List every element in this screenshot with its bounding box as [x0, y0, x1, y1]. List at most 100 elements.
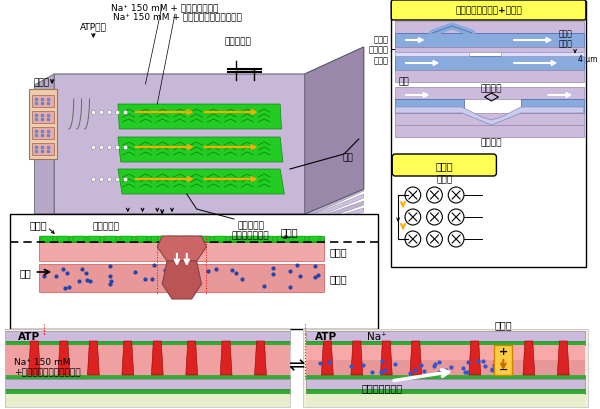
- Bar: [40, 236, 325, 243]
- Text: ピエゾ
アクチュ
エータ: ピエゾ アクチュ エータ: [368, 35, 388, 65]
- Circle shape: [405, 188, 421, 204]
- Polygon shape: [523, 341, 535, 375]
- Bar: [494, 345, 512, 375]
- Polygon shape: [351, 341, 363, 375]
- Text: キャパシタ: キャパシタ: [224, 37, 251, 46]
- Circle shape: [405, 209, 421, 225]
- Text: 細胞膜積層
（発電）エリア: 細胞膜積層 （発電）エリア: [232, 220, 269, 240]
- Bar: [246, 236, 257, 243]
- Polygon shape: [34, 202, 364, 227]
- Polygon shape: [186, 341, 197, 375]
- Bar: [183, 236, 194, 243]
- Bar: [395, 57, 584, 71]
- Polygon shape: [254, 341, 266, 375]
- Text: 細胞膜: 細胞膜: [280, 227, 298, 236]
- Bar: [214, 236, 226, 243]
- Text: Na⁺ 150 mM
+アセチルコリン分解酵素: Na⁺ 150 mM +アセチルコリン分解酵素: [14, 357, 80, 377]
- Text: 電位差: 電位差: [494, 319, 512, 329]
- Bar: [167, 236, 179, 243]
- Bar: [308, 236, 320, 243]
- Text: 下層へ分岐: 下層へ分岐: [93, 222, 119, 231]
- Polygon shape: [88, 341, 99, 375]
- FancyBboxPatch shape: [391, 1, 586, 21]
- Polygon shape: [34, 211, 54, 218]
- Polygon shape: [34, 216, 364, 234]
- Polygon shape: [380, 341, 392, 375]
- Bar: [306, 394, 585, 407]
- Polygon shape: [410, 341, 422, 375]
- Polygon shape: [395, 108, 584, 126]
- Bar: [5, 379, 290, 389]
- Polygon shape: [34, 222, 364, 238]
- Bar: [303, 329, 588, 407]
- Bar: [395, 100, 464, 114]
- Text: 超薄板
ガラス: 超薄板 ガラス: [558, 29, 572, 49]
- Text: ⇌: ⇌: [287, 356, 304, 375]
- Text: ATP: ATP: [17, 331, 40, 341]
- Bar: [88, 236, 100, 243]
- Text: 流れ: 流れ: [20, 267, 31, 277]
- Text: バルブ: バルブ: [29, 220, 47, 229]
- Text: +: +: [499, 346, 508, 356]
- Polygon shape: [322, 341, 333, 375]
- Polygon shape: [34, 218, 54, 225]
- Bar: [306, 360, 585, 375]
- Text: アセチルコリン: アセチルコリン: [362, 382, 403, 392]
- Polygon shape: [29, 341, 40, 375]
- Bar: [5, 331, 290, 341]
- Text: −: −: [499, 364, 508, 374]
- Circle shape: [405, 231, 421, 247]
- Text: Na⁺ 150 mM + アセチルコリン: Na⁺ 150 mM + アセチルコリン: [112, 4, 219, 12]
- Text: 廃液: 廃液: [342, 153, 353, 162]
- Bar: [151, 236, 163, 243]
- Bar: [293, 236, 305, 243]
- Polygon shape: [118, 105, 281, 130]
- Circle shape: [427, 231, 442, 247]
- Polygon shape: [34, 229, 364, 243]
- Bar: [10, 214, 379, 329]
- Bar: [5, 394, 290, 407]
- Bar: [395, 53, 469, 57]
- Bar: [395, 71, 584, 83]
- Polygon shape: [34, 220, 54, 227]
- Text: 4 μm: 4 μm: [578, 55, 598, 64]
- Polygon shape: [557, 341, 569, 375]
- Text: ポンプ: ポンプ: [436, 161, 453, 171]
- Text: バルブ開: バルブ開: [481, 84, 502, 93]
- Circle shape: [427, 188, 442, 204]
- Text: Na⁺ 150 mM + アセチルコリン分解酵素: Na⁺ 150 mM + アセチルコリン分解酵素: [113, 12, 241, 21]
- Text: バルブ（流体制御+絶縁）: バルブ（流体制御+絶縁）: [455, 7, 522, 16]
- Polygon shape: [34, 232, 54, 239]
- FancyBboxPatch shape: [392, 155, 496, 177]
- Bar: [395, 88, 584, 100]
- Bar: [5, 329, 290, 407]
- Bar: [5, 329, 290, 407]
- Bar: [32, 144, 54, 155]
- Polygon shape: [34, 195, 364, 222]
- Bar: [5, 389, 290, 394]
- Polygon shape: [162, 261, 202, 299]
- Bar: [395, 22, 584, 34]
- Bar: [262, 236, 273, 243]
- Bar: [395, 126, 584, 138]
- Bar: [5, 345, 290, 375]
- Bar: [32, 112, 54, 124]
- Bar: [395, 48, 584, 53]
- Bar: [395, 34, 584, 48]
- Bar: [32, 128, 54, 139]
- Polygon shape: [34, 227, 54, 234]
- Polygon shape: [34, 75, 54, 214]
- Bar: [277, 236, 289, 243]
- Bar: [306, 331, 585, 341]
- Bar: [29, 90, 57, 160]
- Bar: [502, 53, 584, 57]
- Bar: [230, 236, 242, 243]
- Circle shape: [427, 209, 442, 225]
- Polygon shape: [34, 229, 54, 236]
- Bar: [40, 264, 325, 292]
- Text: 流路: 流路: [398, 77, 409, 86]
- Bar: [57, 236, 69, 243]
- Bar: [395, 114, 584, 126]
- Bar: [136, 236, 148, 243]
- Text: 第一層: 第一層: [329, 273, 347, 283]
